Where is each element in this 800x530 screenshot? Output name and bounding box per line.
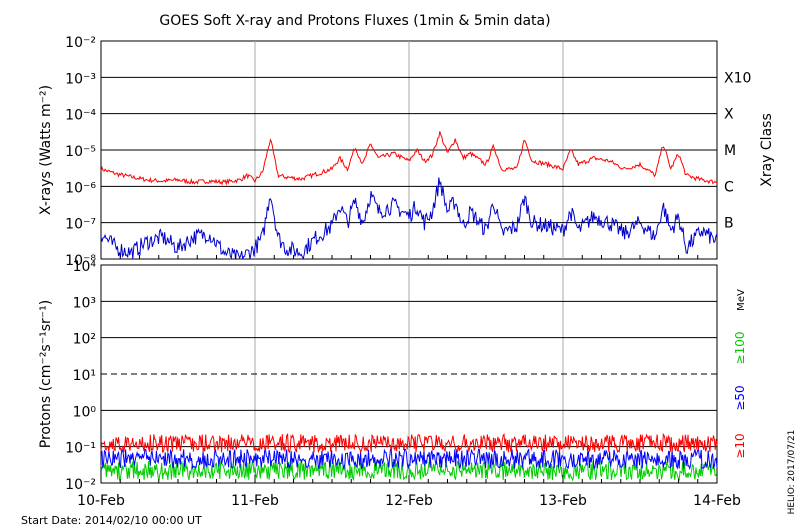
- xray-class-label: B: [724, 216, 734, 232]
- x-tick-label: 13-Feb: [539, 493, 587, 509]
- xray-series-layer: [100, 131, 718, 261]
- x-tick-label: 11-Feb: [231, 493, 279, 509]
- proton-y-tick-label: 10⁻¹: [65, 441, 96, 457]
- x-tick-label: 14-Feb: [693, 493, 741, 509]
- start-date-label: Start Date: 2014/02/10 00:00 UT: [21, 514, 202, 527]
- legend-p50: ≥50: [733, 385, 747, 410]
- xray-ylabel: X-rays (Watts m⁻²): [38, 85, 54, 215]
- mev-unit-label: MeV: [736, 289, 747, 311]
- xray-class-label: X10: [724, 70, 751, 86]
- xray-class-title: Xray Class: [759, 113, 775, 187]
- proton-y-tick-label: 10⁻²: [65, 477, 96, 493]
- proton-series-line: [100, 447, 718, 471]
- proton-y-tick-label: 10¹: [73, 368, 96, 384]
- x-tick-label: 10-Feb: [77, 493, 125, 509]
- credit-label: HELIO: 2017/07/21: [787, 430, 797, 515]
- xray-class-label: C: [724, 179, 734, 195]
- xray-y-tick-label: 10⁻²: [65, 35, 96, 51]
- proton-y-tick-label: 10²: [73, 332, 96, 348]
- proton-ylabel: Protons (cm⁻²s⁻¹sr⁻¹): [38, 300, 54, 449]
- proton-series-layer: [100, 432, 718, 482]
- legend-p100: ≥100: [733, 332, 747, 365]
- xray-y-tick-label: 10⁻⁵: [65, 144, 96, 160]
- xray-y-tick-label: 10⁻³: [65, 71, 96, 87]
- proton-y-tick-label: 10⁴: [73, 259, 97, 275]
- legend-p10: ≥10: [733, 433, 747, 458]
- xray-long-channel-line: [100, 131, 718, 186]
- proton-y-tick-label: 10³: [73, 295, 96, 311]
- xray-class-label: M: [724, 143, 736, 159]
- xray-y-tick-label: 10⁻⁸: [65, 253, 96, 269]
- xray-short-channel-line: [100, 177, 718, 261]
- proton-y-tick-label: 10⁰: [73, 404, 97, 420]
- xray-y-tick-label: 10⁻⁷: [65, 217, 96, 233]
- xray-class-label: X: [724, 107, 734, 123]
- x-tick-label: 12-Feb: [385, 493, 433, 509]
- xray-y-tick-label: 10⁻⁴: [65, 108, 96, 124]
- proton-series-line: [100, 432, 718, 454]
- axis-labels: 10-Feb 11-Feb 12-Feb 13-Feb 14-Feb 10⁻⁸ 10⁻⁷ 10…: [65, 35, 751, 509]
- xray-y-tick-label: 10⁻⁶: [65, 180, 96, 196]
- chart-title: GOES Soft X-ray and Protons Fluxes (1min…: [159, 13, 550, 29]
- xray-grid: [101, 41, 717, 259]
